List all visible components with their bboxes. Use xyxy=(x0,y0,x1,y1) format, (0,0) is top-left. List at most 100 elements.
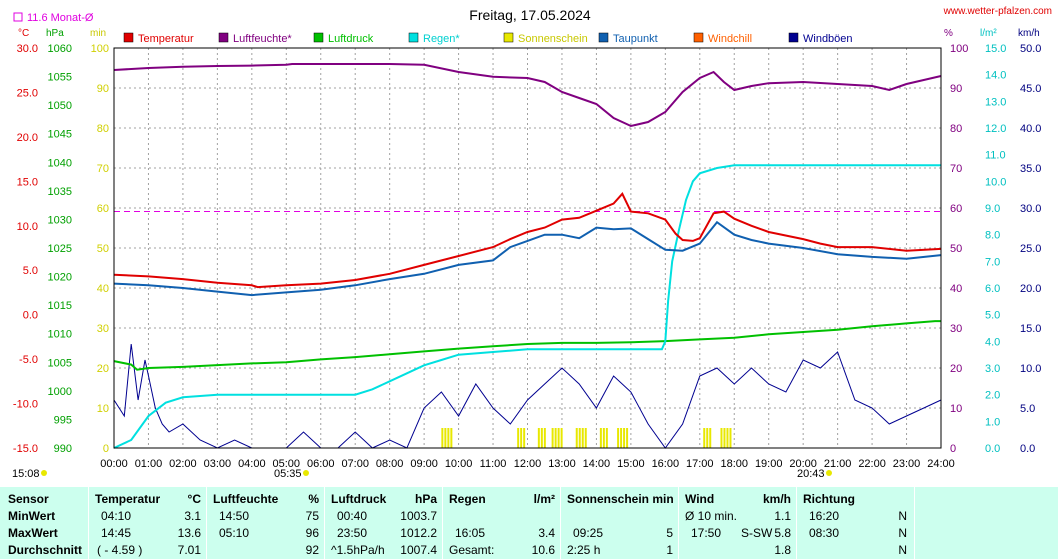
stats-row-avg: Durchschnitt xyxy=(8,543,83,557)
rain-tick: 14.0 xyxy=(985,70,1006,82)
rain-tick: 15.0 xyxy=(985,43,1006,55)
sunshine-bar xyxy=(450,428,453,448)
temp-avg-value: 7.01 xyxy=(177,543,201,557)
hpa-tick: 1015 xyxy=(48,300,72,312)
legend-swatch xyxy=(503,32,514,43)
stats-unit-wind: km/h xyxy=(762,492,791,506)
kmh-tick: 30.0 xyxy=(1020,203,1041,215)
stats-header-rain: Regen xyxy=(449,492,486,506)
x-tick-label: 05:00 xyxy=(273,458,301,470)
temp-tick: 5.0 xyxy=(23,265,38,277)
pct-tick: 50 xyxy=(950,243,962,255)
stats-header-sunshine: Sonnenschein min xyxy=(567,492,674,506)
kmh-tick: 0.0 xyxy=(1020,443,1035,455)
min-tick: 80 xyxy=(97,123,109,135)
sun-icon-now xyxy=(41,470,47,476)
dir-avg-value: N xyxy=(898,543,907,557)
sunshine-bar xyxy=(729,428,732,448)
sunshine-bars xyxy=(441,428,732,448)
rain-tick: 13.0 xyxy=(985,96,1006,108)
sunshine-bar xyxy=(584,428,587,448)
temp-avg-note: ( - 4.59 ) xyxy=(97,543,143,557)
x-tick-label: 00:00 xyxy=(100,458,128,470)
pct-tick: 80 xyxy=(950,123,962,135)
stats-header-humidity: Luftfeuchte xyxy=(213,492,279,506)
series-taupunkt xyxy=(113,220,942,297)
sun-icon-rise xyxy=(303,470,309,476)
legend-swatch xyxy=(598,32,609,43)
hpa-tick: 995 xyxy=(54,414,72,426)
stats-col-pressure: Luftdruck hPa 00:40 23:50 ^1.5hPa/h 1003… xyxy=(324,487,443,559)
hpa-tick: 1030 xyxy=(48,214,72,226)
legend-swatch xyxy=(408,32,419,43)
unit-hpa: hPa xyxy=(46,28,64,39)
x-tick-label: 02:00 xyxy=(169,458,197,470)
sunshine-bar xyxy=(575,428,578,448)
unit-temp: °C xyxy=(18,28,29,39)
stats-col-direction: Richtung 16:20 08:30 N N N xyxy=(796,487,915,559)
unit-kmh: km/h xyxy=(1018,28,1040,39)
temp-tick: -10.0 xyxy=(13,399,38,411)
rain-tick: 10.0 xyxy=(985,176,1006,188)
hpa-tick: 1005 xyxy=(48,357,72,369)
hum-min-time: 14:50 xyxy=(219,509,250,523)
min-tick: 50 xyxy=(97,243,109,255)
rain-tick: 5.0 xyxy=(985,310,1000,322)
sunshine-bar xyxy=(560,428,563,448)
sunshine-bar xyxy=(447,428,450,448)
press-min-value: 1003.7 xyxy=(400,509,437,523)
stats-col-humidity: Luftfeuchte % 14:50 05:10 75 96 92 xyxy=(206,487,325,559)
dir-min-value: N xyxy=(898,509,907,523)
pct-tick: 10 xyxy=(950,403,962,415)
legend-label: Temperatur xyxy=(138,33,194,45)
min-tick: 70 xyxy=(97,163,109,175)
sunshine-bar xyxy=(706,428,709,448)
hpa-tick: 1055 xyxy=(48,72,72,84)
series-temperatur xyxy=(113,192,942,289)
x-tick-label: 19:00 xyxy=(755,458,783,470)
x-tick-label: 11:00 xyxy=(480,458,507,470)
temp-tick: -5.0 xyxy=(19,354,38,366)
x-tick-label: 12:00 xyxy=(514,458,542,470)
stats-unit-pressure: hPa xyxy=(414,492,437,506)
sun-max-value: 5 xyxy=(666,526,673,540)
hpa-tick: 1050 xyxy=(48,100,72,112)
plot-frame xyxy=(113,47,942,449)
hpa-tick: 1000 xyxy=(48,386,72,398)
stats-header-wind: Wind xyxy=(685,492,715,506)
hum-avg-value: 92 xyxy=(305,543,319,557)
rain-max-time: 16:05 xyxy=(455,526,486,540)
grid xyxy=(113,47,942,449)
sunshine-bar xyxy=(617,428,620,448)
rain-tick: 6.0 xyxy=(985,283,1000,295)
min-tick: 90 xyxy=(97,83,109,95)
press-avg-value: 1007.4 xyxy=(400,543,437,557)
x-tick-label: 04:00 xyxy=(238,458,266,470)
sunshine-bar xyxy=(523,428,526,448)
hpa-tick: 1035 xyxy=(48,186,72,198)
min-tick: 60 xyxy=(97,203,109,215)
pct-tick: 0 xyxy=(950,443,956,455)
min-tick: 40 xyxy=(97,283,109,295)
hpa-tick: 1040 xyxy=(48,157,72,169)
sunshine-bar xyxy=(623,428,626,448)
x-tick-label: 08:00 xyxy=(376,458,404,470)
temp-min-value: 3.1 xyxy=(184,509,201,523)
series-luftdruck xyxy=(113,320,941,371)
rain-tick: 0.0 xyxy=(985,443,1000,455)
stats-header-temperature: Temperatur xyxy=(95,492,161,506)
hpa-tick: 1020 xyxy=(48,272,72,284)
sunshine-bar xyxy=(520,428,523,448)
x-tick-label: 10:00 xyxy=(445,458,473,470)
x-tick-label: 21:00 xyxy=(824,458,852,470)
pct-tick: 100 xyxy=(950,43,968,55)
stats-table: Sensor MinWert MaxWert Durchschnitt Temp… xyxy=(0,487,1058,559)
rain-tick: 12.0 xyxy=(985,123,1006,135)
kmh-tick: 40.0 xyxy=(1020,123,1041,135)
kmh-tick: 20.0 xyxy=(1020,283,1041,295)
sunset-label: 20:43 xyxy=(797,468,825,480)
wind-max-value: 5.8 xyxy=(774,526,791,540)
temp-tick: 10.0 xyxy=(17,221,38,233)
legend: Temperatur Luftfeuchte* Luftdruck Regen* Son… xyxy=(123,32,853,45)
dir-max-value: N xyxy=(898,526,907,540)
